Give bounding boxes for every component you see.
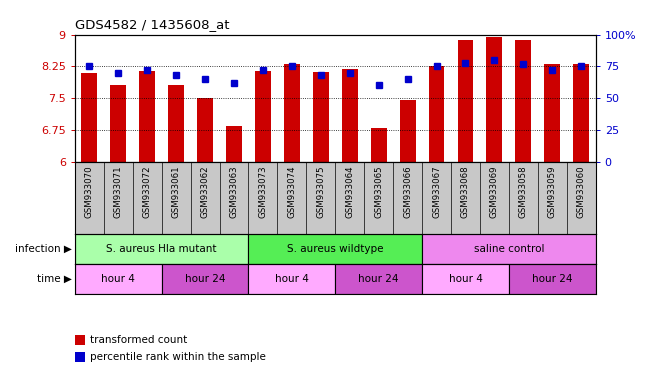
Bar — [168, 84, 184, 162]
Bar — [255, 71, 271, 162]
Bar — [249, 234, 422, 264]
Bar — [161, 264, 249, 294]
Text: GSM933063: GSM933063 — [230, 165, 238, 218]
Text: GSM933072: GSM933072 — [143, 165, 152, 218]
Text: GSM933071: GSM933071 — [114, 165, 123, 218]
Bar — [110, 85, 126, 162]
Bar — [486, 37, 503, 162]
Text: S. aureus wildtype: S. aureus wildtype — [287, 244, 383, 254]
Text: GSM933070: GSM933070 — [85, 165, 94, 218]
Bar — [197, 98, 213, 162]
Text: saline control: saline control — [474, 244, 544, 254]
Text: GSM933069: GSM933069 — [490, 165, 499, 218]
Text: GSM933075: GSM933075 — [316, 165, 326, 218]
Bar — [313, 72, 329, 162]
Text: hour 24: hour 24 — [359, 274, 399, 284]
Text: GSM933066: GSM933066 — [403, 165, 412, 218]
Text: hour 4: hour 4 — [275, 274, 309, 284]
Bar — [75, 234, 249, 264]
Bar — [81, 73, 97, 162]
Text: percentile rank within the sample: percentile rank within the sample — [90, 352, 266, 362]
Text: hour 24: hour 24 — [185, 274, 225, 284]
Bar — [370, 128, 387, 162]
Bar — [139, 71, 155, 162]
Text: GSM933061: GSM933061 — [172, 165, 180, 218]
Text: GSM933067: GSM933067 — [432, 165, 441, 218]
Text: GSM933073: GSM933073 — [258, 165, 268, 218]
Bar — [574, 64, 589, 162]
Text: hour 4: hour 4 — [102, 274, 135, 284]
Bar — [75, 264, 161, 294]
Bar — [509, 264, 596, 294]
Text: GSM933064: GSM933064 — [345, 165, 354, 218]
Bar — [335, 264, 422, 294]
Bar — [428, 66, 445, 162]
Text: GSM933060: GSM933060 — [577, 165, 586, 218]
Text: hour 24: hour 24 — [532, 274, 572, 284]
Text: transformed count: transformed count — [90, 335, 187, 345]
Text: GSM933068: GSM933068 — [461, 165, 470, 218]
Bar — [422, 234, 596, 264]
Bar — [249, 264, 335, 294]
Bar — [226, 126, 242, 162]
Text: time ▶: time ▶ — [36, 274, 72, 284]
Bar — [422, 264, 509, 294]
Bar — [400, 100, 415, 162]
Bar — [544, 64, 561, 162]
Text: GSM933074: GSM933074 — [287, 165, 296, 218]
Text: GDS4582 / 1435608_at: GDS4582 / 1435608_at — [75, 18, 229, 31]
Text: S. aureus Hla mutant: S. aureus Hla mutant — [106, 244, 217, 254]
Bar — [284, 64, 300, 162]
Bar — [458, 40, 473, 162]
Text: infection ▶: infection ▶ — [15, 244, 72, 254]
Text: hour 4: hour 4 — [449, 274, 482, 284]
Text: GSM933062: GSM933062 — [201, 165, 210, 218]
Bar — [342, 69, 357, 162]
Text: GSM933065: GSM933065 — [374, 165, 383, 218]
Bar — [516, 40, 531, 162]
Text: GSM933059: GSM933059 — [547, 165, 557, 218]
Text: GSM933058: GSM933058 — [519, 165, 528, 218]
